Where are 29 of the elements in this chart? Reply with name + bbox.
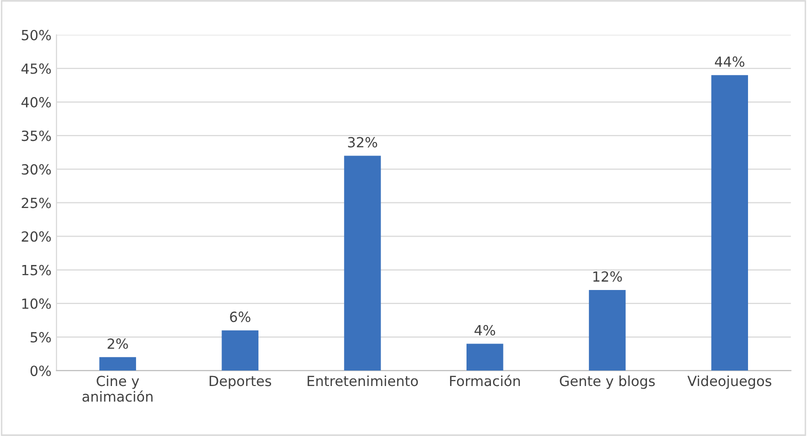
x-tick-label: Formación — [450, 374, 520, 386]
y-tick-label: 0% — [30, 366, 51, 376]
data-label: 4% — [474, 324, 496, 336]
x-tick-label: Gente y blogs — [560, 375, 655, 389]
data-label: 32% — [348, 136, 378, 148]
bar — [344, 156, 381, 371]
bar — [588, 290, 626, 371]
bar — [466, 344, 504, 371]
data-label: 12% — [593, 271, 622, 282]
bar — [711, 75, 748, 371]
y-tick-label: 35% — [22, 130, 51, 142]
y-tick-label: 15% — [22, 264, 51, 276]
y-tick-label: 45% — [21, 63, 51, 74]
y-tick-label: 50% — [22, 30, 51, 40]
x-tick-label: Entretenimiento — [308, 375, 418, 386]
y-tick-label: 30% — [22, 164, 51, 175]
data-label: 44% — [714, 56, 744, 67]
data-label: 2% — [108, 338, 128, 349]
y-tick-label: 20% — [22, 231, 51, 242]
x-tick-label: Cine y animación — [82, 375, 153, 402]
data-label: 6% — [230, 312, 250, 322]
y-tick-label: 25% — [22, 198, 51, 208]
bar — [222, 330, 258, 371]
y-tick-label: 40% — [21, 96, 51, 108]
x-tick-label: Deportes — [210, 376, 272, 389]
x-tick-label: Videojuegos — [687, 375, 772, 389]
y-tick-label: 5% — [30, 332, 51, 342]
y-tick-label: 10% — [22, 298, 51, 309]
bar — [99, 357, 136, 371]
